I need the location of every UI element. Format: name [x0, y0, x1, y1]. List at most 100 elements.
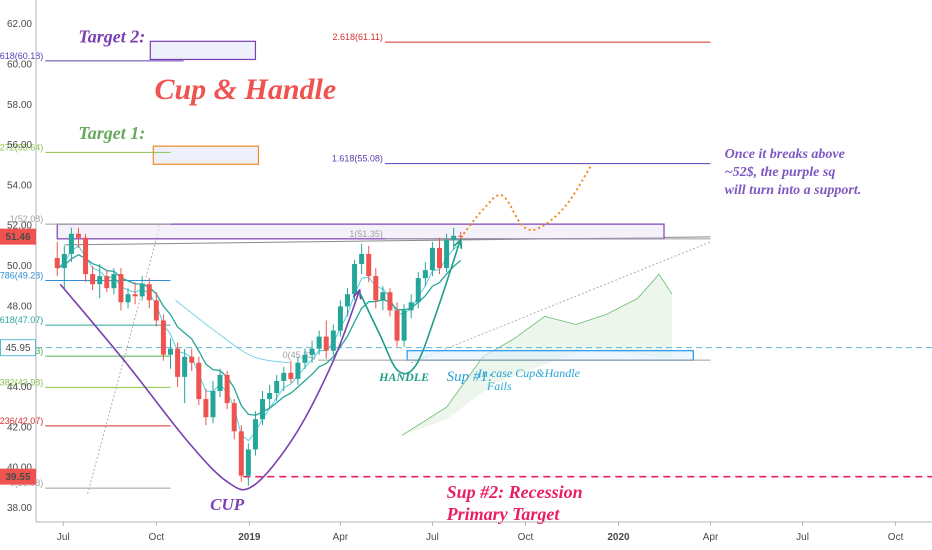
trendline-dotted-left — [87, 223, 161, 494]
fib-left-label-6: 0.382(43.98) — [0, 377, 43, 387]
candle-body — [54, 257, 60, 269]
fib-right-label-0: 2.618(61.11) — [333, 32, 383, 42]
fib-right-label-1: 1.618(55.08) — [332, 154, 383, 164]
support-box-1 — [406, 350, 694, 361]
fib-left-label-7: 0.236(42.07) — [0, 416, 43, 426]
candle-body — [83, 237, 89, 275]
y-tick-label-11: 60.00 — [7, 59, 32, 70]
x-tick-label-6: 2020 — [607, 532, 630, 543]
y-tick-label-10: 58.00 — [7, 100, 32, 111]
annotation-sup-2-line-0: Sup #2: Recession — [447, 482, 583, 502]
candle-body — [210, 390, 216, 418]
candle-body — [153, 300, 159, 321]
candle-body — [97, 276, 103, 285]
price-badge-label-0: 51.46 — [5, 232, 30, 243]
annotation-target-2: Target 2: — [78, 26, 145, 46]
cyan-curve — [175, 299, 290, 364]
candle-body — [111, 274, 117, 289]
y-tick-label-1: 40.00 — [7, 463, 32, 474]
candle-body — [189, 356, 195, 363]
candle-body — [330, 330, 336, 351]
y-tick-label-12: 62.00 — [7, 19, 32, 30]
candle-body — [146, 284, 152, 301]
candle-body — [217, 374, 223, 391]
candle-body — [175, 348, 181, 377]
annotation-sup-1-note-0: In case Cup&Handle — [477, 366, 581, 380]
candle-body — [104, 276, 110, 289]
candle-body — [139, 284, 145, 297]
annotations: Cup & Handle Target 1: Target 2: Once it br… — [59, 26, 861, 524]
x-tick-label-1: Oct — [149, 532, 165, 543]
x-tick-label-3: Apr — [333, 532, 349, 543]
candle-body — [274, 380, 280, 394]
candle-body — [118, 274, 124, 303]
candle-body — [75, 233, 81, 238]
candle-body — [366, 253, 372, 277]
candle-body — [288, 372, 294, 379]
candle-body — [281, 372, 287, 381]
trendline-dotted-right — [411, 241, 711, 364]
candle-body — [302, 354, 308, 363]
candle-body — [316, 336, 322, 349]
candle-body — [380, 292, 386, 301]
price-badge-label-1: 45.95 — [5, 343, 30, 354]
annotation-title: Cup & Handle — [154, 73, 336, 106]
candle-body — [224, 374, 230, 404]
handle-arrow — [453, 237, 463, 249]
candle-body — [437, 247, 443, 269]
y-tick-label-2: 42.00 — [7, 422, 32, 433]
x-tick-label-9: Oct — [888, 532, 904, 543]
annotation-sup-2-line-1: Primary Target — [446, 504, 561, 524]
candle-body — [451, 235, 457, 240]
x-tick-label-4: Jul — [426, 532, 439, 543]
candle-body — [359, 253, 365, 265]
price-badge-2 — [0, 468, 36, 485]
fib-left-label-2: 1.272(55.64) — [0, 142, 43, 152]
candle-body — [238, 431, 244, 476]
y-tick-label-8: 54.00 — [7, 180, 32, 191]
candle-body — [337, 306, 343, 331]
candle-body — [444, 239, 450, 269]
annotation-cup: CUP — [210, 495, 245, 514]
target-1-box — [152, 145, 260, 165]
price-badge-1 — [0, 339, 36, 357]
handle-curve — [358, 241, 461, 375]
x-tick-label-7: Apr — [703, 532, 719, 543]
candle-body — [422, 270, 428, 279]
y-tick-label-5: 48.00 — [7, 301, 32, 312]
projection-path — [459, 164, 593, 239]
candle-body — [295, 362, 301, 379]
candle-body — [252, 419, 258, 450]
y-tick-label-6: 50.00 — [7, 261, 32, 272]
candle-body — [344, 294, 350, 307]
candle-body — [168, 348, 174, 355]
fib-left-label-1: 1.618(60.18) — [0, 51, 43, 61]
candle-body — [429, 247, 435, 271]
x-tick-label-0: Jul — [57, 532, 70, 543]
fib-left-label-3: 0.786(49.28) — [0, 271, 43, 281]
fib-left-label-0: 1(52.08) — [10, 214, 44, 224]
candle-body — [90, 274, 96, 285]
annotation-sup-1: Sup #1: — [447, 369, 493, 385]
candle-body — [182, 356, 188, 377]
annotation-sup-1-note-1: Fails — [486, 379, 512, 393]
candle-body — [373, 276, 379, 301]
fib-left-label-4: 0.618(47.07) — [0, 315, 43, 325]
cup-curve — [59, 283, 361, 491]
candlestick-series — [54, 227, 464, 486]
candle-body — [203, 399, 209, 418]
moving-average-slow — [56, 253, 462, 416]
y-tick-label-3: 44.00 — [7, 382, 32, 393]
cup-arrow — [352, 288, 362, 300]
cloud-edge — [401, 273, 673, 436]
candle-body — [401, 310, 407, 341]
candle-body — [408, 302, 414, 311]
annotation-handle: HANDLE — [378, 370, 429, 384]
x-tick-label-8: Jul — [796, 532, 809, 543]
candle-body — [61, 253, 67, 269]
annotation-note-line-0: Once it breaks above — [725, 147, 845, 162]
x-tick-label-5: Oct — [518, 532, 534, 543]
